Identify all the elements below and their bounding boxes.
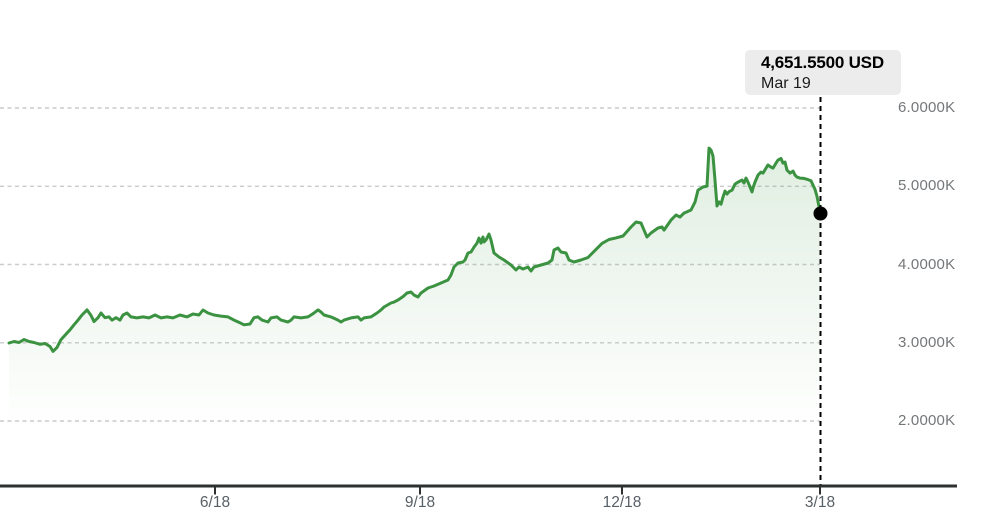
x-axis-tick — [214, 487, 216, 495]
x-axis-tick — [419, 487, 421, 495]
x-axis-tick — [819, 487, 821, 495]
x-axis-label: 12/18 — [602, 494, 642, 511]
x-axis-label: 6/18 — [199, 494, 231, 511]
x-axis-tick — [621, 487, 623, 495]
x-axis-label: 3/18 — [804, 494, 836, 511]
price-line — [7, 146, 822, 353]
x-axis-label: 9/18 — [404, 494, 436, 511]
crosshair-tooltip: 4,651.5500 USD Mar 19 — [745, 50, 901, 95]
tooltip-price: 4,651.5500 USD — [761, 53, 884, 72]
area-fill — [9, 148, 820, 486]
x-axis-line — [0, 484, 957, 488]
y-axis-label: 3.0000K — [898, 333, 956, 351]
y-axis-label: 6.0000K — [898, 99, 956, 116]
last-point-dot — [813, 206, 828, 221]
y-axis-label: 2.0000K — [898, 412, 956, 429]
tooltip-date: Mar 19 — [761, 75, 811, 92]
y-axis-label: 4.0000K — [898, 255, 956, 273]
y-axis-label: 5.0000K — [898, 177, 956, 195]
